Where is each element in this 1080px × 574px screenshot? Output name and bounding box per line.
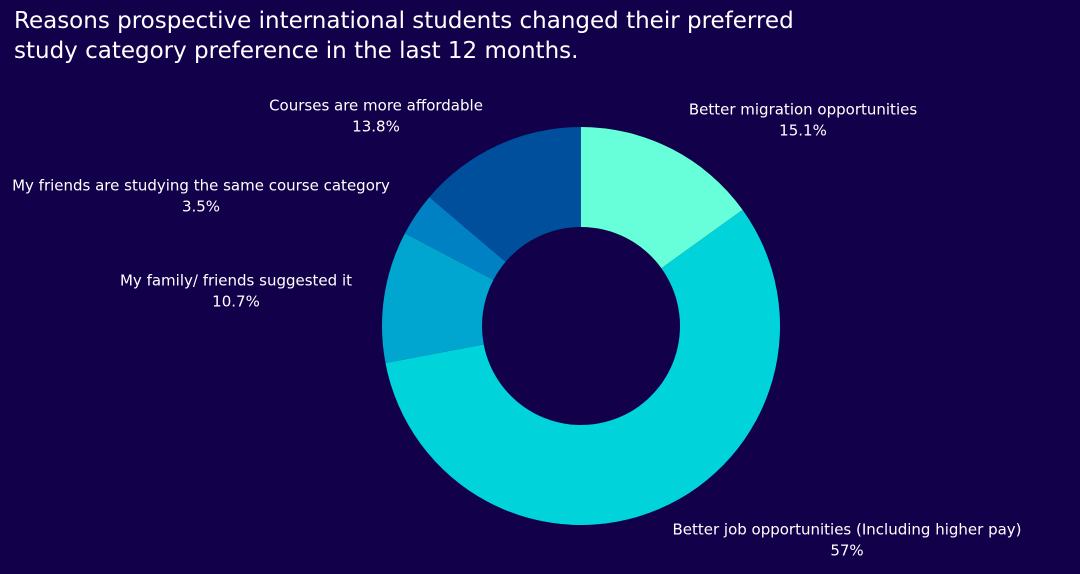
donut-slice [581, 127, 743, 269]
donut-slice [404, 197, 506, 280]
donut-slice [382, 233, 494, 363]
value-label: 3.5% [182, 198, 220, 216]
chart-title: Reasons prospective international studen… [14, 8, 794, 64]
donut-slice [429, 127, 581, 262]
value-label: 13.8% [352, 118, 400, 136]
donut-slice [385, 209, 780, 525]
value-label: 57% [830, 542, 863, 560]
slice-label: Better migration opportunities [689, 101, 918, 119]
slice-label: My friends are studying the same course … [12, 177, 390, 195]
value-label: 15.1% [779, 122, 827, 140]
value-label: 10.7% [212, 293, 260, 311]
slice-label: My family/ friends suggested it [120, 272, 352, 290]
slice-label: Better job opportunities (Including high… [672, 521, 1021, 539]
slice-label: Courses are more affordable [269, 97, 483, 115]
